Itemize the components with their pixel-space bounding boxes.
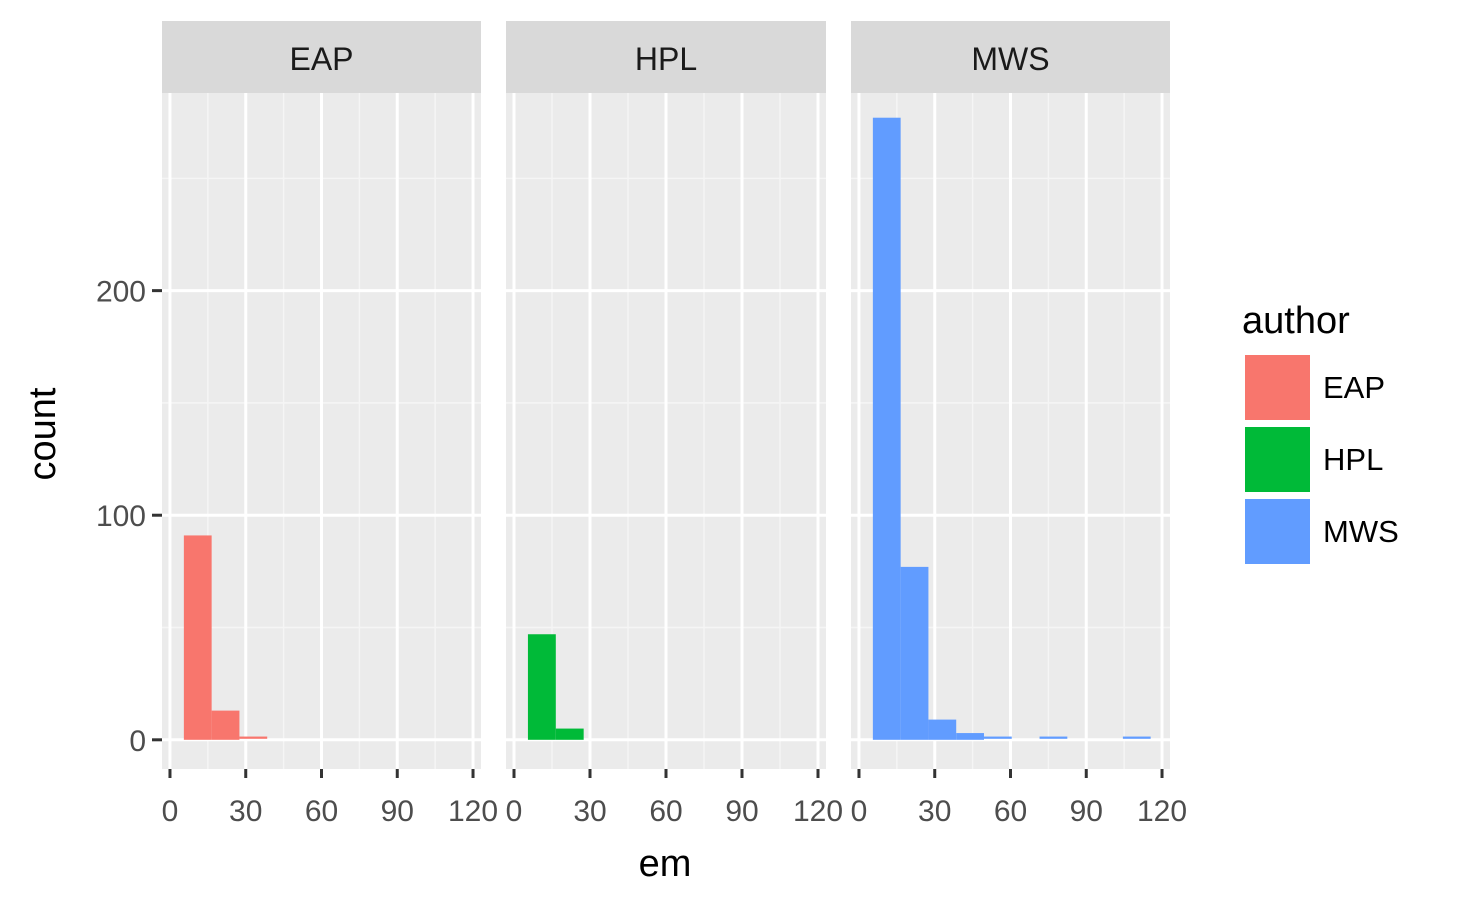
x-tick-label: 30 xyxy=(918,795,951,828)
histogram-bar xyxy=(983,736,1012,739)
x-tick-label: 120 xyxy=(1137,795,1187,828)
facet-strip xyxy=(162,21,481,93)
histogram-bar xyxy=(239,736,268,739)
y-axis-title: count xyxy=(22,387,64,480)
facet-strip-label: HPL xyxy=(635,41,697,77)
histogram-bar xyxy=(527,634,556,740)
histogram-bar xyxy=(928,719,957,740)
facet-strip-label: MWS xyxy=(971,41,1049,77)
x-tick-label: 90 xyxy=(381,795,414,828)
y-tick-label: 100 xyxy=(96,500,146,533)
facet-strip xyxy=(851,21,1170,93)
legend: author EAP HPL MWS xyxy=(1242,300,1399,564)
histogram-bar xyxy=(183,535,212,740)
x-tick-label: 60 xyxy=(994,795,1027,828)
histogram-bar xyxy=(1122,736,1151,739)
x-tick-label: 60 xyxy=(305,795,338,828)
x-tick-label: 0 xyxy=(851,795,868,828)
legend-title: author xyxy=(1242,300,1350,342)
x-tick-label: 60 xyxy=(649,795,682,828)
histogram-bar xyxy=(900,566,929,740)
histogram-bar xyxy=(956,733,984,740)
x-tick-label: 0 xyxy=(506,795,523,828)
legend-label-hpl: HPL xyxy=(1323,442,1383,477)
x-axis-title: em xyxy=(639,843,692,885)
x-tick-label: 0 xyxy=(162,795,179,828)
legend-swatch-hpl xyxy=(1245,427,1310,492)
legend-swatch-mws xyxy=(1245,499,1310,564)
y-tick-label: 200 xyxy=(96,276,146,309)
x-tick-label: 120 xyxy=(448,795,498,828)
facet-strip xyxy=(506,21,826,93)
y-tick-label: 0 xyxy=(129,725,146,758)
y-axis: 0 100 200 xyxy=(96,276,162,758)
legend-swatch-eap xyxy=(1245,355,1310,420)
x-tick-label: 30 xyxy=(229,795,262,828)
legend-label-eap: EAP xyxy=(1323,370,1385,405)
x-tick-label: 120 xyxy=(793,795,843,828)
x-tick-label: 30 xyxy=(573,795,606,828)
legend-label-mws: MWS xyxy=(1323,514,1399,549)
histogram-bar xyxy=(211,710,240,740)
histogram-bar xyxy=(555,728,584,740)
histogram-bar xyxy=(872,117,901,740)
facet-panels: EAP 0 30 60 90 120 HPL 0 30 60 90 120 MWS 0 30 60 90 120 xyxy=(162,21,1187,828)
x-tick-label: 90 xyxy=(725,795,758,828)
facet-strip-label: EAP xyxy=(289,41,353,77)
x-tick-label: 90 xyxy=(1070,795,1103,828)
facet-panel-hpl: HPL 0 30 60 90 120 xyxy=(506,21,843,828)
facet-panel-eap: EAP 0 30 60 90 120 xyxy=(162,21,498,828)
facet-panel-mws: MWS 0 30 60 90 120 xyxy=(851,21,1187,828)
histogram-bar xyxy=(1039,736,1068,739)
